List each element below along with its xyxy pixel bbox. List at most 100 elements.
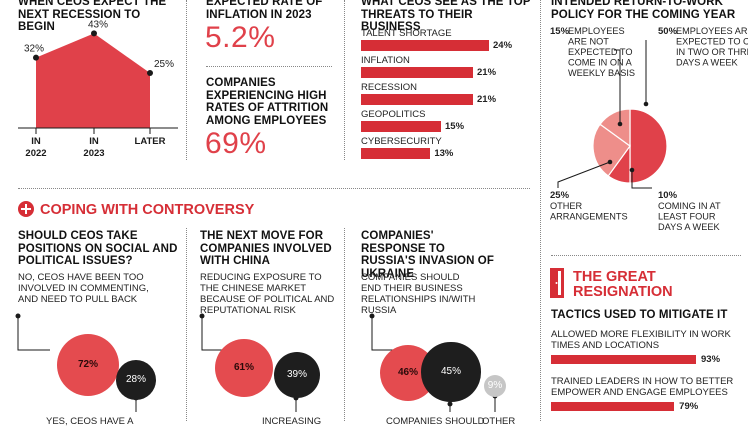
recession-area: [36, 33, 150, 128]
x-tick-label: LATER: [135, 136, 166, 147]
data-label: 32%: [24, 44, 44, 55]
column-divider: [540, 0, 541, 421]
threat-bar: [361, 121, 441, 132]
column-divider: [186, 228, 187, 421]
pie-leader: [631, 170, 652, 189]
threat-label: CYBERSECURITY: [361, 136, 442, 147]
threat-label: GEOPOLITICS: [361, 109, 426, 120]
bubble: 72%: [57, 334, 119, 396]
recession-heading: WHEN CEOs EXPECT THE NEXT RECESSION TO B…: [18, 0, 167, 33]
threat-value: 21%: [477, 94, 497, 105]
pie-pct-label: 10%: [658, 190, 678, 201]
q3-text: COMPANIES SHOULD END THEIR BUSINESS RELA…: [361, 272, 476, 316]
tactic-label: ALLOWED MORE FLEXIBILITY IN WORK: [551, 329, 731, 340]
rtw-heading: INTENDED RETURN-TO-WORK POLICY FOR THE C…: [551, 0, 736, 21]
pie-pct-label: 15%: [550, 26, 570, 37]
q1-bottom-text: YES, CEOs HAVE A: [46, 416, 134, 427]
china-bubbles: 61% 39%: [186, 300, 346, 421]
threats-chart: TALENT SHORTAGE 24% INFLATION 21% RECESSION 2…: [361, 28, 531, 163]
russia-bubbles: 46% 45% 9%: [344, 300, 540, 421]
pie-text-label: WEEKLY BASIS: [568, 68, 635, 78]
bubble: 45%: [421, 342, 481, 402]
bubble: 9%: [484, 375, 506, 397]
threat-label: INFLATION: [361, 55, 410, 66]
bubble: 61%: [214, 338, 274, 398]
x-tick-label: IN: [89, 136, 99, 147]
inflation-heading: EXPECTED RATE OF INFLATION IN 2023: [206, 0, 323, 21]
tactic-value: 93%: [701, 354, 721, 365]
bubble: 39%: [273, 351, 321, 399]
tactic-value: 79%: [679, 401, 699, 412]
column-divider: [186, 0, 187, 160]
resignation-title-2: RESIGNATION: [573, 284, 673, 300]
ceo-positions-bubbles: 72% 28%: [0, 300, 185, 421]
threat-bar: [361, 40, 489, 51]
tactic-bar: [551, 355, 696, 364]
tactic-label: EMPOWER AND ENGAGE EMPLOYEES: [551, 387, 728, 398]
pie-text-label: EXPECTED TO: [568, 47, 633, 57]
section-rule: [551, 255, 741, 256]
threat-value: 15%: [445, 121, 465, 132]
threat-value: 21%: [477, 67, 497, 78]
pie-text-label: DAYS A WEEK: [658, 222, 720, 232]
q1-heading: SHOULD CEOs TAKE POSITIONS ON SOCIAL AND…: [18, 230, 178, 267]
coping-title: COPING WITH CONTROVERSY: [40, 202, 255, 218]
pie-leader: [614, 49, 621, 124]
q3-heading: COMPANIES' RESPONSE TO RUSSIA'S INVASION…: [361, 230, 494, 280]
q1-text: NO, CEOs HAVE BEEN TOO INVOLVED IN COMME…: [18, 272, 149, 305]
pie-text-label: EMPLOYEES: [568, 26, 625, 36]
pie-text-label: COME IN ON A: [568, 58, 633, 68]
pie-text-label: ARE NOT: [568, 37, 609, 47]
threat-bar: [361, 67, 473, 78]
tactic-bar: [551, 402, 675, 411]
attrition-heading: COMPANIES EXPERIENCING HIGH RATES OF ATT…: [206, 77, 329, 127]
q2-heading: THE NEXT MOVE FOR COMPANIES INVOLVED WIT…: [200, 230, 332, 267]
pie-pct-label: 25%: [550, 190, 570, 201]
tactic-label: TIMES AND LOCATIONS: [551, 340, 660, 351]
pie-leader: [557, 161, 611, 188]
pie-leader-dot: [617, 121, 623, 127]
data-point: [33, 54, 39, 61]
pie-text-label: COMING IN AT: [658, 201, 721, 211]
x-tick-label: 2022: [25, 148, 46, 159]
threat-value: 24%: [493, 40, 513, 51]
attrition-value: 69%: [205, 127, 267, 160]
pie-text-label: LEAST FOUR: [658, 212, 716, 222]
pie-leader-dot: [629, 167, 635, 173]
data-point: [91, 30, 97, 37]
pie-text-label: OTHER: [550, 201, 583, 211]
section-rule: [18, 188, 530, 189]
x-tick-label: 2023: [83, 148, 104, 159]
column-divider: [344, 228, 345, 421]
tactics-heading: TACTICS USED TO MITIGATE IT: [551, 309, 728, 321]
q2-text: REDUCING EXPOSURE TO THE CHINESE MARKET …: [200, 272, 335, 316]
inflation-value: 5.2%: [205, 21, 276, 54]
threats-heading: WHAT CEOs SEE AS THE TOP THREATS TO THEI…: [361, 0, 531, 33]
pie-text-label: IN TWO OR THREE: [676, 47, 748, 57]
x-tick-label: IN: [31, 136, 41, 147]
pie-text-label: ARRANGEMENTS: [550, 212, 628, 222]
threat-bar: [361, 148, 431, 159]
exit-door-icon: [550, 268, 564, 298]
data-point: [147, 70, 153, 76]
pie-pct-label: 50%: [658, 26, 678, 37]
threat-label: RECESSION: [361, 82, 417, 93]
pie-text-label: EMPLOYEES ARE: [676, 26, 748, 36]
data-label: 25%: [154, 59, 174, 70]
bubble: 28%: [115, 359, 157, 401]
pie-text-label: EXPECTED TO COME: [676, 37, 748, 47]
threat-value: 13%: [434, 148, 454, 159]
threat-bar: [361, 94, 473, 105]
pie-slice: [599, 108, 631, 148]
tactic-label: TRAINED LEADERS IN HOW TO BETTER: [551, 376, 734, 387]
q3-bottom-text-other: OTHER: [482, 416, 516, 427]
q1-leader: [15, 313, 139, 412]
pie-text-label: DAYS A WEEK: [676, 58, 738, 68]
threat-label: TALENT SHORTAGE: [361, 28, 452, 39]
pie-slice: [629, 108, 668, 184]
q2-bottom-text: INCREASING: [262, 416, 322, 427]
column-divider: [344, 0, 345, 160]
pie-slice: [592, 123, 631, 177]
